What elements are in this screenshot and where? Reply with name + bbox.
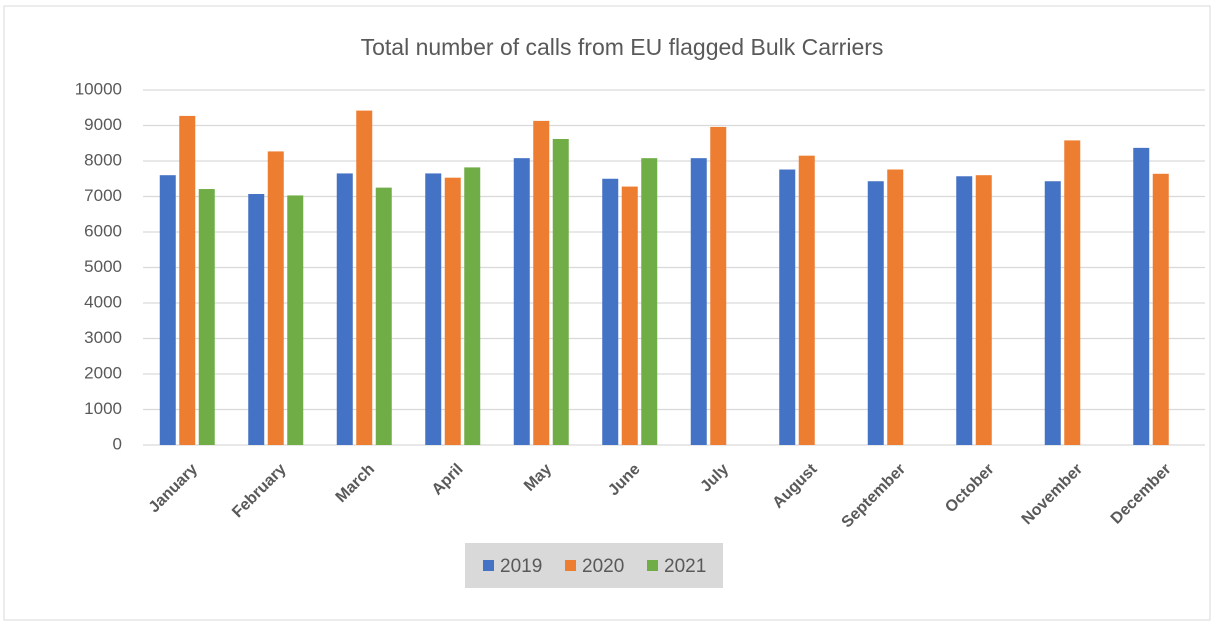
- legend-label: 2020: [582, 556, 624, 577]
- bar: [690, 158, 707, 445]
- y-tick-label: 5000: [84, 257, 122, 276]
- y-tick-label: 10000: [75, 79, 122, 98]
- bar: [287, 195, 304, 445]
- legend-label: 2021: [664, 556, 706, 577]
- bar: [1064, 140, 1081, 445]
- legend-box: [465, 543, 723, 588]
- bar: [798, 155, 815, 446]
- bar: [533, 120, 550, 445]
- chart-title: Total number of calls from EU flagged Bu…: [361, 34, 884, 60]
- bar: [867, 181, 884, 446]
- legend-swatch: [647, 560, 658, 571]
- y-tick-label: 8000: [84, 150, 122, 169]
- bar: [956, 176, 973, 445]
- bar: [464, 167, 481, 445]
- bar: [198, 189, 215, 445]
- bar: [1044, 181, 1061, 446]
- bar: [356, 110, 373, 445]
- bar: [779, 169, 796, 445]
- bar: [621, 186, 638, 445]
- bar: [179, 115, 196, 445]
- bar: [336, 173, 353, 446]
- bar: [444, 177, 461, 445]
- bar: [975, 175, 992, 445]
- bar: [602, 178, 619, 445]
- bar: [425, 173, 442, 446]
- y-tick-label: 9000: [84, 115, 122, 134]
- y-tick-label: 3000: [84, 328, 122, 347]
- bar: [552, 138, 569, 446]
- y-tick-label: 2000: [84, 363, 122, 382]
- bar: [513, 158, 530, 445]
- y-tick-label: 4000: [84, 292, 122, 311]
- y-tick-label: 1000: [84, 399, 122, 418]
- bar: [375, 187, 392, 445]
- legend-swatch: [565, 560, 576, 571]
- legend-swatch: [483, 560, 494, 571]
- bar: [887, 169, 904, 445]
- bar: [710, 126, 727, 446]
- bar: [1152, 173, 1169, 445]
- y-tick-label: 7000: [84, 186, 122, 205]
- bar: [248, 194, 265, 445]
- bar: [641, 158, 658, 445]
- bar: [1133, 147, 1150, 446]
- legend-label: 2019: [500, 556, 542, 577]
- bar: [267, 151, 284, 446]
- bar: [159, 175, 176, 445]
- y-tick-label: 6000: [84, 221, 122, 240]
- y-tick-label: 0: [113, 434, 122, 453]
